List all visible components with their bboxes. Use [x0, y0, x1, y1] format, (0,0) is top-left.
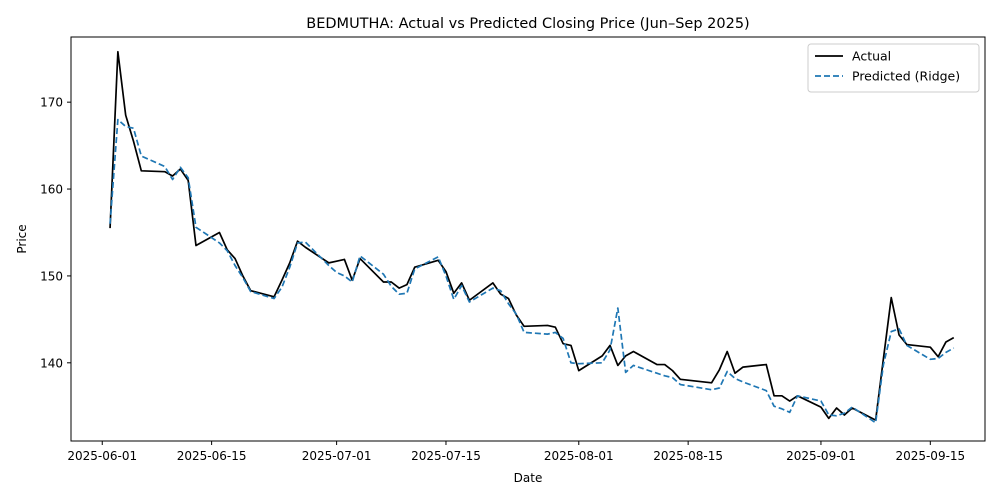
y-tick-label: 160 — [40, 183, 63, 197]
x-tick-label: 2025-08-15 — [653, 449, 723, 463]
series-line-actual — [109, 50, 955, 421]
plot-area — [70, 36, 986, 442]
x-tick-label: 2025-09-01 — [786, 449, 856, 463]
x-tick-label: 2025-07-01 — [302, 449, 372, 463]
legend-label-predicted: Predicted (Ridge) — [852, 69, 960, 84]
y-tick-label: 170 — [40, 96, 63, 110]
plot-background — [71, 37, 985, 441]
x-tick-label: 2025-08-01 — [544, 449, 614, 463]
chart-title: BEDMUTHA: Actual vs Predicted Closing Pr… — [306, 16, 749, 32]
legend: Actual Predicted (Ridge) — [807, 43, 980, 93]
x-tick-label: 2025-09-15 — [895, 449, 965, 463]
y-axis: 140 150 160 170 — [40, 96, 71, 370]
series-layer — [109, 50, 955, 424]
x-axis: 2025-06-01 2025-06-15 2025-07-01 2025-07-15… — [67, 441, 965, 463]
legend-box — [807, 43, 980, 93]
x-tick-label: 2025-06-15 — [177, 449, 247, 463]
y-axis-label: Price — [15, 224, 29, 253]
plot-frame — [70, 36, 986, 442]
series-line-predicted — [109, 118, 955, 424]
y-tick-label: 150 — [40, 269, 63, 283]
x-axis-label: Date — [514, 471, 543, 485]
legend-label-actual: Actual — [852, 49, 891, 64]
x-tick-label: 2025-06-01 — [67, 449, 137, 463]
x-tick-label: 2025-07-15 — [411, 449, 481, 463]
y-tick-label: 140 — [40, 356, 63, 370]
